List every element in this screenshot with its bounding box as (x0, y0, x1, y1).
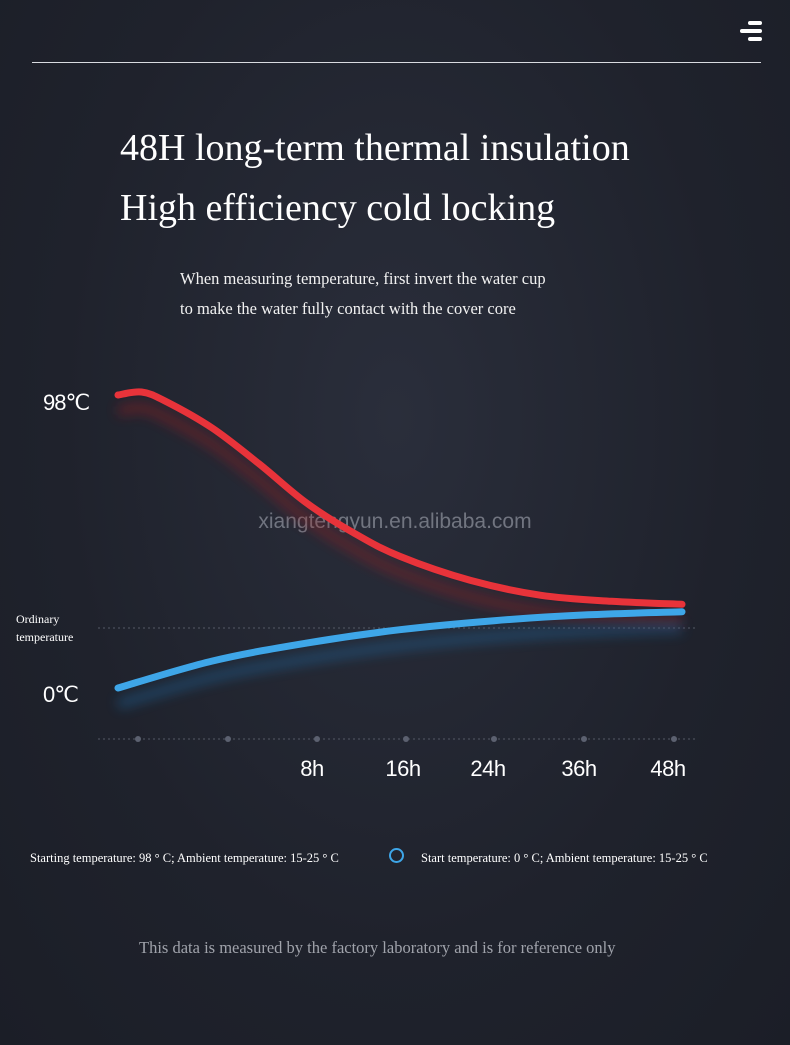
cold-series-glow (116, 622, 683, 709)
menu-icon[interactable] (736, 18, 762, 44)
headline-thermal: 48H long-term thermal insulation (120, 127, 630, 169)
measurement-note-line-1: When measuring temperature, first invert… (180, 269, 546, 288)
ambient-label-line-1: Ordinary (16, 612, 59, 626)
y-label-0: 0℃ (43, 682, 78, 707)
y-label-98: 98℃ (43, 390, 89, 415)
cold-series-line (114, 608, 686, 692)
x-tick-label: 8h (300, 756, 323, 781)
hot-series-line (114, 388, 686, 608)
x-tick-label: 36h (561, 756, 596, 781)
axis-dot (491, 736, 497, 742)
x-tick-label: 16h (385, 756, 420, 781)
ambient-label-line-2: temperature (16, 630, 73, 644)
x-tick-label: 24h (470, 756, 505, 781)
legend-cold: Start temperature: 0 ° C; Ambient temper… (421, 851, 708, 865)
axis-dot (225, 736, 231, 742)
axis-dot (135, 736, 141, 742)
x-tick-label: 48h (650, 756, 685, 781)
axis-dot (671, 736, 677, 742)
legend-cold-marker (389, 848, 404, 863)
disclaimer: This data is measured by the factory lab… (139, 938, 616, 957)
axis-dot (314, 736, 320, 742)
axis-dot (403, 736, 409, 742)
axis-dot (581, 736, 587, 742)
temperature-chart: xiangtengyun.en.alibaba.com 98℃ Ordinary… (16, 388, 695, 781)
headline-cold: High efficiency cold locking (120, 187, 556, 229)
measurement-note-line-2: to make the water fully contact with the… (180, 299, 516, 318)
top-divider (32, 62, 761, 63)
legend-hot: Starting temperature: 98 ° C; Ambient te… (30, 851, 339, 865)
